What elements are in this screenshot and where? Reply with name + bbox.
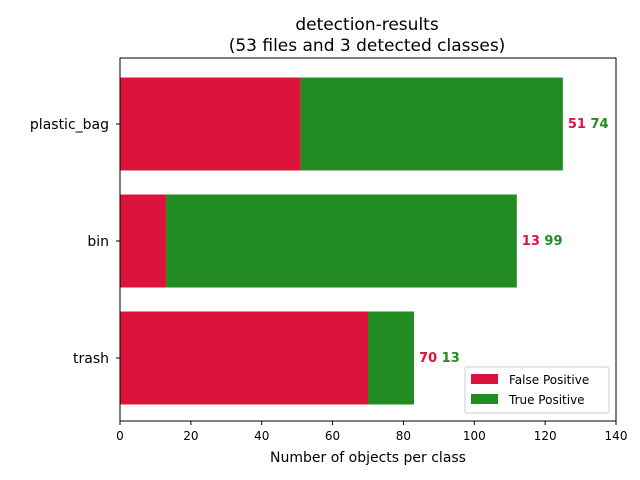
value-label-bin: 13 99 (522, 234, 563, 249)
legend-swatch-true-positive (471, 394, 498, 404)
bar-plastic_bag-false-positive (120, 77, 301, 171)
value-label-trash: 70 13 (419, 351, 460, 366)
legend-swatch-false-positive (471, 374, 498, 384)
chart-title: detection-results (295, 15, 439, 35)
x-tick-label: 80 (396, 429, 411, 443)
legend: False Positive True Positive (464, 366, 610, 414)
x-ticks-group: 0 20 40 60 80 100 120 140 (116, 421, 627, 443)
x-tick-label: 60 (325, 429, 340, 443)
value-plastic_bag-false-positive: 51 (568, 117, 586, 132)
x-tick-label: 20 (183, 429, 198, 443)
value-plastic_bag-true-positive: 74 (586, 117, 609, 132)
bar-bin-true-positive (166, 194, 517, 288)
bar-bin-false-positive (120, 194, 167, 288)
bar-plastic_bag-true-positive (300, 77, 563, 171)
value-bin-true-positive: 99 (540, 234, 563, 249)
x-axis-label: Number of objects per class (270, 450, 466, 466)
plot-area-frame (119, 57, 617, 422)
value-label-plastic_bag: 51 74 (568, 117, 609, 132)
value-bin-false-positive: 13 (522, 234, 540, 249)
x-tick-label: 0 (116, 429, 124, 443)
y-tick-label-plastic_bag: plastic_bag (30, 117, 109, 133)
y-tick-label-bin: bin (87, 234, 109, 250)
x-tick-label: 40 (254, 429, 269, 443)
value-labels-group: 51 74 13 99 70 13 (419, 117, 609, 366)
x-tick-label: 100 (463, 429, 486, 443)
bar-trash-false-positive (120, 311, 368, 405)
legend-label-false-positive: False Positive (509, 373, 589, 387)
value-trash-true-positive: 13 (437, 351, 460, 366)
bar-trash-true-positive (368, 311, 415, 405)
x-tick-label: 140 (605, 429, 628, 443)
legend-label-true-positive: True Positive (508, 393, 585, 407)
y-tick-label-trash: trash (73, 351, 109, 367)
value-trash-false-positive: 70 (419, 351, 437, 366)
legend-box (464, 366, 610, 414)
bars-group (120, 77, 563, 405)
chart-subtitle: (53 files and 3 detected classes) (229, 36, 506, 56)
x-tick-label: 120 (534, 429, 557, 443)
